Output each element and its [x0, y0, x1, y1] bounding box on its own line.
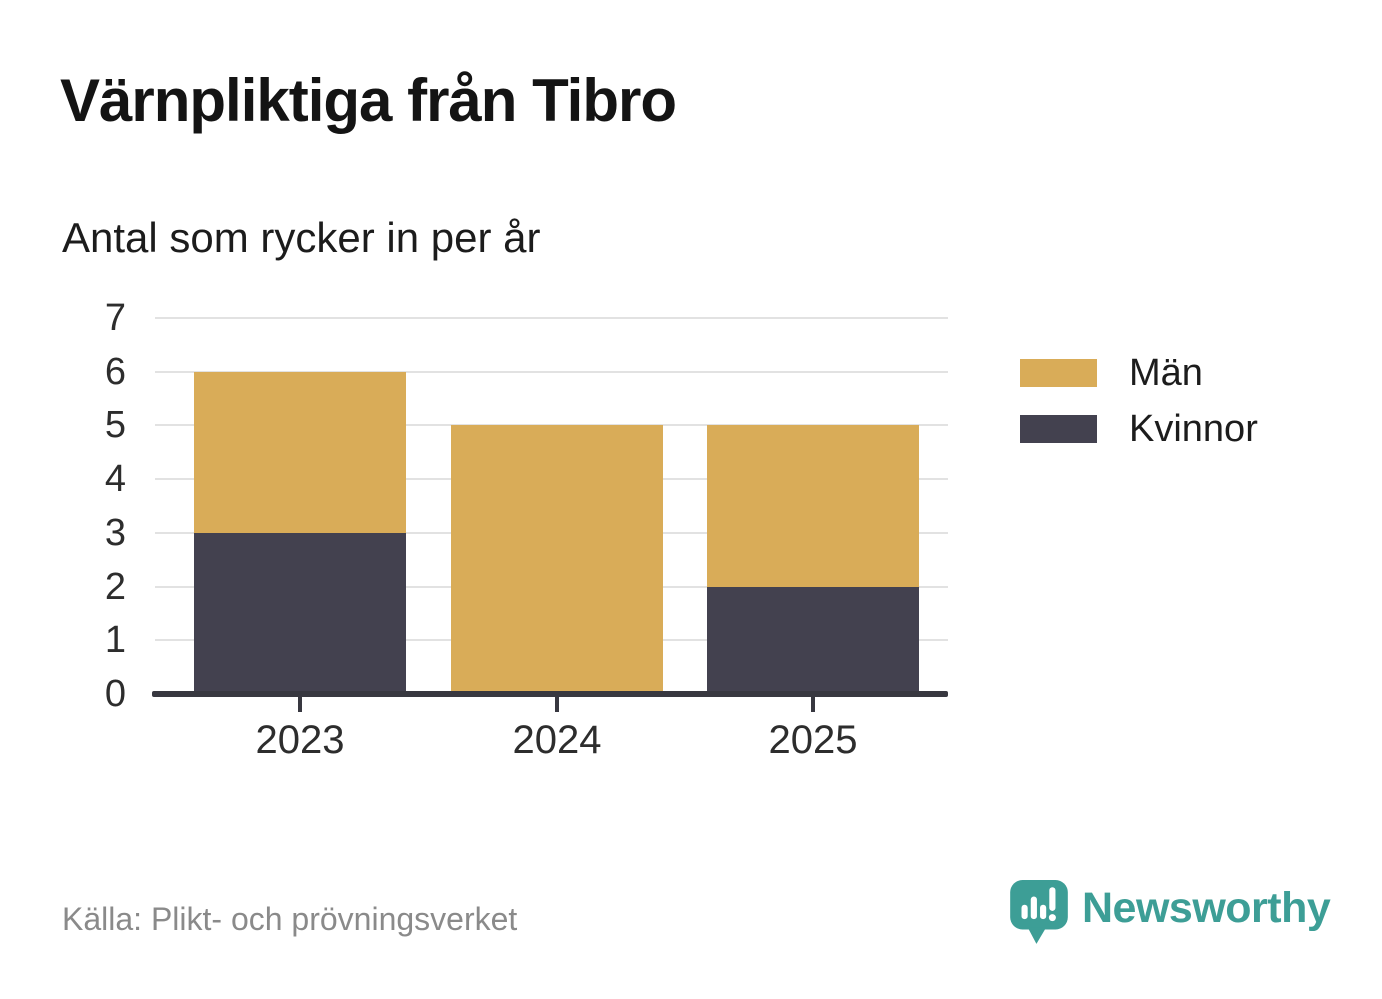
bar-segment-män-2023 — [194, 371, 406, 533]
y-tick-label-1: 1 — [104, 619, 126, 662]
gridline-y6 — [155, 370, 948, 373]
y-tick-label-5: 5 — [104, 404, 126, 447]
y-tick-label-6: 6 — [104, 350, 126, 393]
source-note: Källa: Plikt- och prövningsverket — [62, 901, 518, 937]
x-tick-2025 — [811, 697, 815, 712]
chart-title: Värnpliktiga från Tibro — [60, 67, 677, 134]
y-tick-label-0: 0 — [104, 673, 126, 715]
newsworthy-bubble-chart-icon — [1010, 880, 1068, 944]
y-tick-label-4: 4 — [104, 458, 126, 501]
bar-segment-kvinnor-2023 — [194, 532, 406, 694]
plot-area: 2023 2024 2025 — [152, 317, 948, 760]
legend: Män Kvinnor — [1020, 354, 1258, 470]
legend-label-män: Män — [1129, 352, 1203, 394]
bar-2025 — [707, 425, 919, 694]
bar-2023 — [194, 371, 406, 694]
y-tick-label-3: 3 — [104, 511, 126, 554]
x-tick-2024 — [555, 697, 559, 712]
brand-logo: Newsworthy — [1008, 878, 1331, 948]
x-tick-label-2025: 2025 — [768, 718, 858, 762]
x-tick-label-2023: 2023 — [255, 718, 345, 762]
bar-segment-män-2025 — [707, 425, 919, 587]
y-axis-labels: 0 1 2 3 4 5 6 7 — [50, 299, 126, 713]
y-tick-label-7: 7 — [104, 297, 126, 339]
chart-subtitle: Antal som rycker in per år — [62, 214, 541, 261]
legend-item-kvinnor: Kvinnor — [1020, 410, 1258, 448]
brand-name: Newsworthy — [1082, 884, 1331, 932]
bar-segment-kvinnor-2025 — [707, 586, 919, 694]
bar-segment-män-2024 — [451, 425, 663, 694]
x-tick-label-2024: 2024 — [512, 718, 602, 762]
legend-item-män: Män — [1020, 354, 1258, 392]
y-tick-label-2: 2 — [104, 565, 126, 608]
x-axis-line — [152, 691, 948, 697]
bar-2024 — [451, 425, 663, 694]
x-tick-2023 — [298, 697, 302, 712]
legend-swatch-män — [1020, 359, 1097, 387]
gridline-y7 — [155, 317, 948, 319]
legend-swatch-kvinnor — [1020, 415, 1097, 443]
legend-label-kvinnor: Kvinnor — [1129, 408, 1258, 450]
